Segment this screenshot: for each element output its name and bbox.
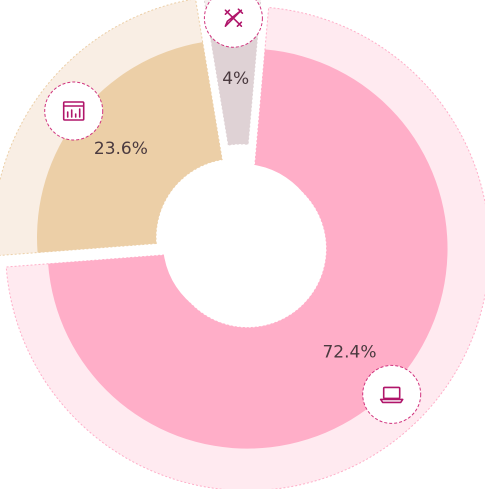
laptop-icon xyxy=(362,364,422,424)
slice-percent-label: 23.6% xyxy=(94,139,148,159)
slice-percent-label: 72.4% xyxy=(322,343,376,363)
chart-window-icon xyxy=(44,81,104,141)
donut-hole xyxy=(163,164,321,322)
slice xyxy=(37,42,223,253)
slice xyxy=(48,49,448,449)
slice-percent-label: 4% xyxy=(222,69,249,89)
slice xyxy=(208,25,259,146)
design-tools-icon xyxy=(203,0,263,48)
